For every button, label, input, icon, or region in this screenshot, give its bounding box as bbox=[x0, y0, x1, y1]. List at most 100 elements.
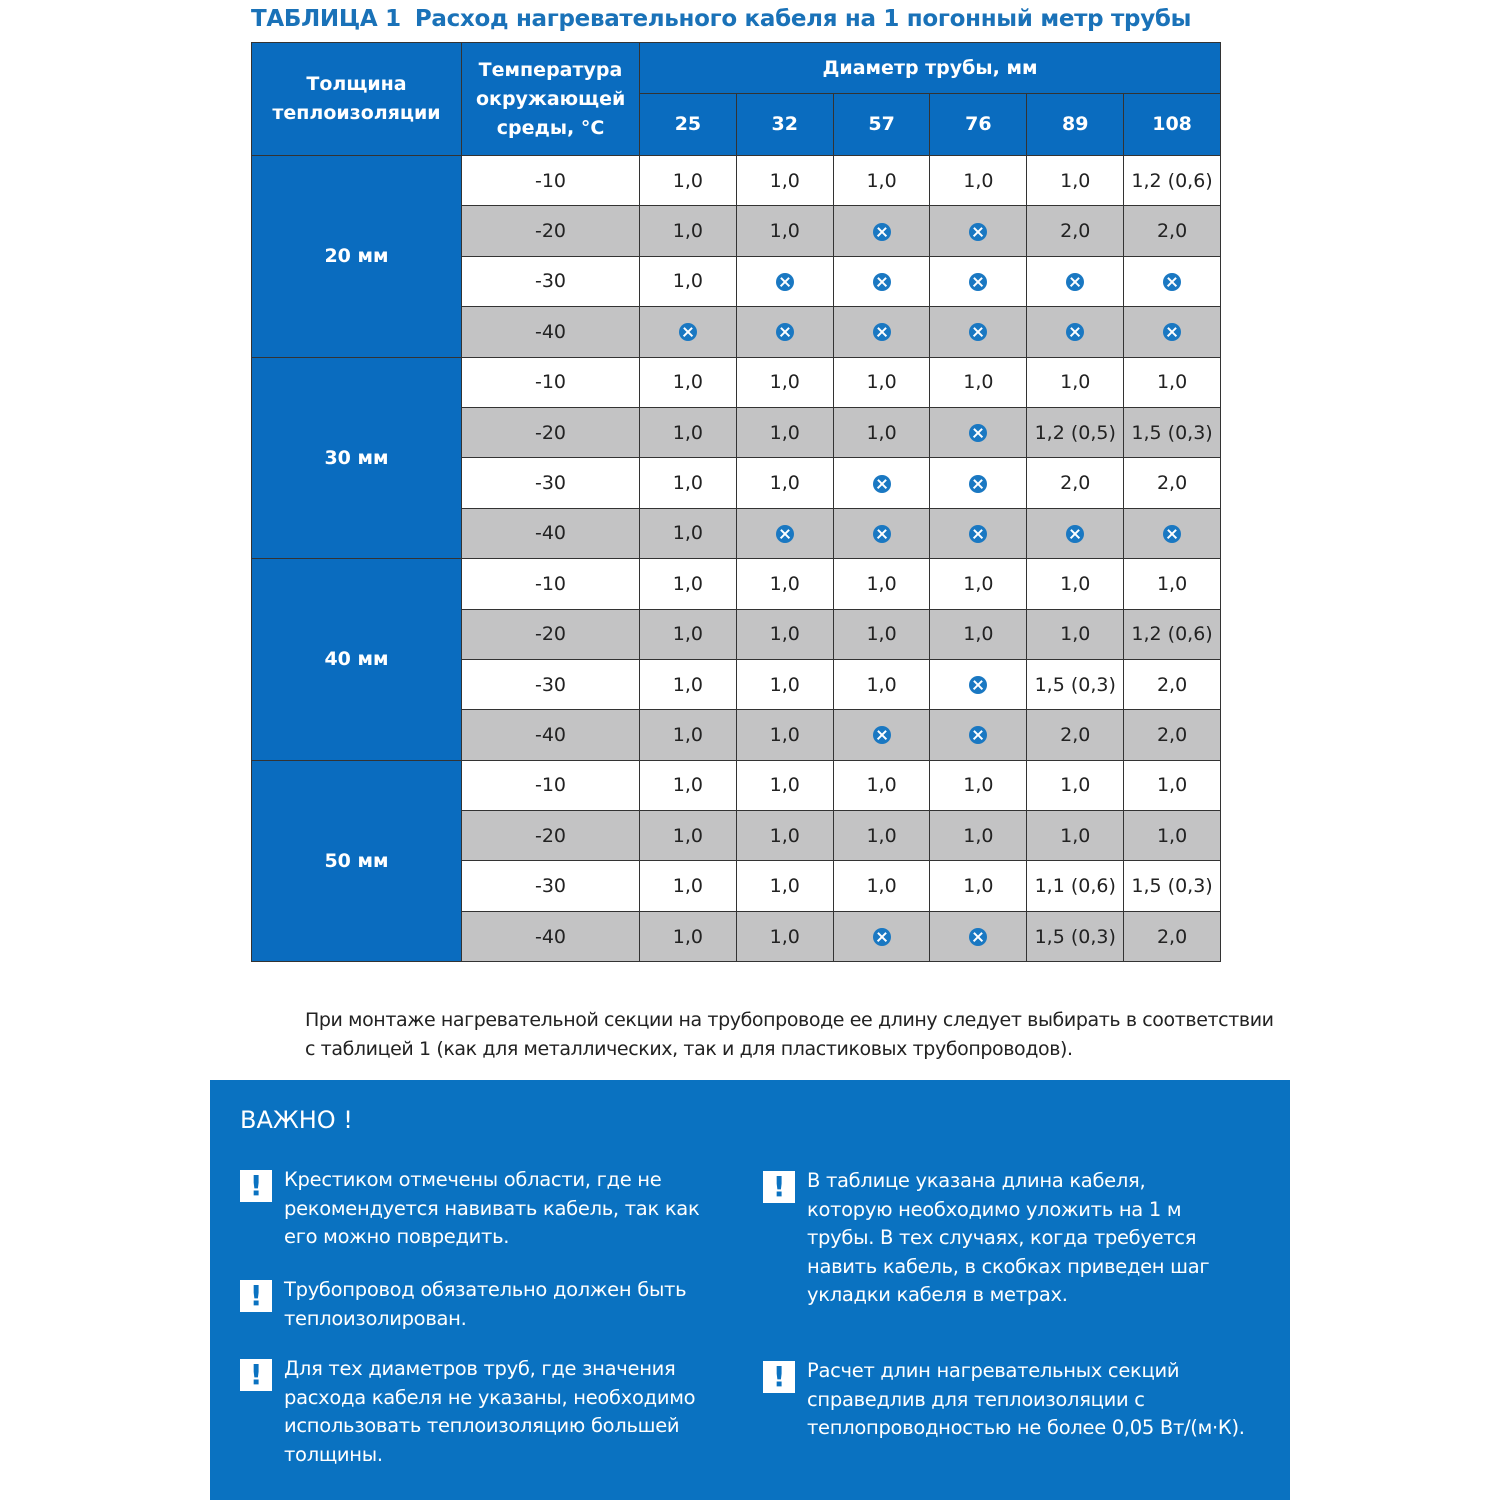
not-recommended-cell bbox=[832, 910, 931, 963]
value-cell: 1,0 bbox=[639, 709, 737, 761]
header-diameter-108: 108 bbox=[1123, 93, 1221, 156]
value-cell: 1,0 bbox=[1026, 356, 1125, 408]
value-cell: 1,5 (0,3) bbox=[1026, 658, 1125, 711]
value-cell: 2,0 bbox=[1026, 457, 1125, 509]
temperature-cell: -40 bbox=[461, 306, 640, 358]
value-cell: 2,0 bbox=[1123, 910, 1221, 963]
temperature-cell: -30 bbox=[461, 860, 640, 912]
table-row: -30 1,0 1,0 2,0 2,0 bbox=[252, 457, 1221, 509]
value-cell: 1,0 bbox=[735, 406, 834, 459]
x-circle-icon bbox=[678, 323, 697, 342]
exclamation-icon: ! bbox=[240, 1170, 272, 1202]
important-box: ВАЖНО ! ! Крестиком отмечены области, где… bbox=[210, 1080, 1290, 1500]
header-diameter-57: 57 bbox=[832, 93, 931, 156]
value-cell: 1,0 bbox=[1123, 558, 1221, 610]
value-cell: 1,0 bbox=[832, 860, 931, 912]
value-cell: 2,0 bbox=[1123, 709, 1221, 761]
not-recommended-cell bbox=[929, 406, 1028, 459]
value-cell: 1,0 bbox=[639, 759, 737, 812]
table-row: -30 1,0 1,0 1,0 1,0 1,1 (0,6) 1,5 (0,3) bbox=[252, 860, 1221, 912]
exclamation-icon: ! bbox=[240, 1280, 272, 1312]
x-circle-icon bbox=[775, 272, 794, 291]
value-cell: 1,0 bbox=[639, 406, 737, 459]
value-cell: 1,1 (0,6) bbox=[1026, 860, 1125, 912]
value-cell: 1,5 (0,3) bbox=[1123, 406, 1221, 459]
table-row: -20 1,0 1,0 1,0 1,2 (0,5) 1,5 (0,3) bbox=[252, 406, 1221, 459]
table-row: 20 мм -10 1,0 1,0 1,0 1,0 1,0 1,2 (0,6) bbox=[251, 154, 1221, 358]
value-cell: 1,0 bbox=[1026, 759, 1125, 812]
value-cell: 1,0 bbox=[639, 810, 737, 862]
value-cell: 1,0 bbox=[735, 154, 834, 207]
value-cell: 1,0 bbox=[639, 910, 737, 963]
not-recommended-cell bbox=[832, 205, 931, 257]
x-circle-icon bbox=[969, 222, 988, 241]
table-row: -40 1,0 1,0 2,0 2,0 bbox=[252, 709, 1221, 761]
value-cell: 1,0 bbox=[735, 759, 834, 812]
x-circle-icon bbox=[872, 524, 891, 543]
not-recommended-cell bbox=[929, 658, 1028, 711]
value-cell: 1,0 bbox=[639, 608, 737, 660]
value-cell: 1,0 bbox=[1123, 810, 1221, 862]
x-circle-icon bbox=[872, 928, 891, 947]
value-cell: 1,0 bbox=[929, 860, 1028, 912]
not-recommended-cell bbox=[929, 306, 1028, 358]
not-recommended-cell bbox=[832, 507, 931, 560]
value-cell: 1,0 bbox=[639, 205, 737, 257]
value-cell: 1,0 bbox=[832, 608, 931, 660]
table-row: -30 1,0 1,0 1,0 1,5 (0,3) 2,0 bbox=[252, 658, 1221, 711]
not-recommended-cell bbox=[1026, 306, 1125, 358]
x-circle-icon bbox=[969, 524, 988, 543]
not-recommended-cell bbox=[1123, 507, 1221, 560]
important-item: ! В таблице указана длина кабеля, которую… bbox=[763, 1167, 1227, 1310]
not-recommended-cell bbox=[1026, 507, 1125, 560]
table-row: 30 мм -10 1,0 1,0 1,0 1,0 1,0 1,0 bbox=[251, 356, 1221, 560]
temperature-cell: -30 bbox=[461, 457, 640, 509]
value-cell: 1,0 bbox=[735, 910, 834, 963]
important-item: ! Для тех диаметров труб, где значения ра… bbox=[240, 1355, 704, 1469]
insulation-group-label: 20 мм bbox=[251, 155, 462, 358]
temperature-cell: -30 bbox=[461, 658, 640, 711]
temperature-cell: -10 bbox=[461, 759, 640, 812]
insulation-group-label: 30 мм bbox=[251, 356, 462, 560]
header-diameter-32: 32 bbox=[735, 93, 834, 156]
header-diameter-25: 25 bbox=[639, 93, 737, 156]
value-cell: 1,0 bbox=[1026, 810, 1125, 862]
value-cell: 1,0 bbox=[1123, 759, 1221, 812]
value-cell: 1,0 bbox=[929, 759, 1028, 812]
value-cell: 1,0 bbox=[929, 810, 1028, 862]
value-cell: 1,0 bbox=[639, 860, 737, 912]
temperature-cell: -10 bbox=[461, 154, 640, 207]
value-cell: 2,0 bbox=[1026, 205, 1125, 257]
important-item-text: Для тех диаметров труб, где значения рас… bbox=[284, 1357, 696, 1466]
not-recommended-cell bbox=[929, 507, 1028, 560]
not-recommended-cell bbox=[929, 255, 1028, 308]
value-cell: 1,0 bbox=[735, 860, 834, 912]
not-recommended-cell bbox=[929, 910, 1028, 963]
not-recommended-cell bbox=[929, 457, 1028, 509]
value-cell: 1,0 bbox=[735, 608, 834, 660]
value-cell: 1,0 bbox=[735, 709, 834, 761]
value-cell: 2,0 bbox=[1123, 658, 1221, 711]
value-cell: 1,0 bbox=[929, 154, 1028, 207]
value-cell: 2,0 bbox=[1026, 709, 1125, 761]
value-cell: 1,0 bbox=[832, 558, 931, 610]
value-cell: 1,0 bbox=[929, 608, 1028, 660]
not-recommended-cell bbox=[735, 507, 834, 560]
value-cell: 1,0 bbox=[1026, 608, 1125, 660]
value-cell: 1,0 bbox=[832, 759, 931, 812]
x-circle-icon bbox=[775, 524, 794, 543]
value-cell: 1,0 bbox=[832, 356, 931, 408]
temperature-cell: -40 bbox=[461, 709, 640, 761]
value-cell: 1,5 (0,3) bbox=[1123, 860, 1221, 912]
value-cell: 1,0 bbox=[639, 154, 737, 207]
value-cell: 1,0 bbox=[735, 810, 834, 862]
important-item: ! Крестиком отмечены области, где не реко… bbox=[240, 1166, 734, 1252]
value-cell: 1,0 bbox=[735, 205, 834, 257]
x-circle-icon bbox=[1066, 272, 1085, 291]
value-cell: 1,0 bbox=[929, 558, 1028, 610]
x-circle-icon bbox=[969, 474, 988, 493]
not-recommended-cell bbox=[735, 306, 834, 358]
x-circle-icon bbox=[969, 928, 988, 947]
value-cell: 1,0 bbox=[832, 810, 931, 862]
not-recommended-cell bbox=[1123, 306, 1221, 358]
